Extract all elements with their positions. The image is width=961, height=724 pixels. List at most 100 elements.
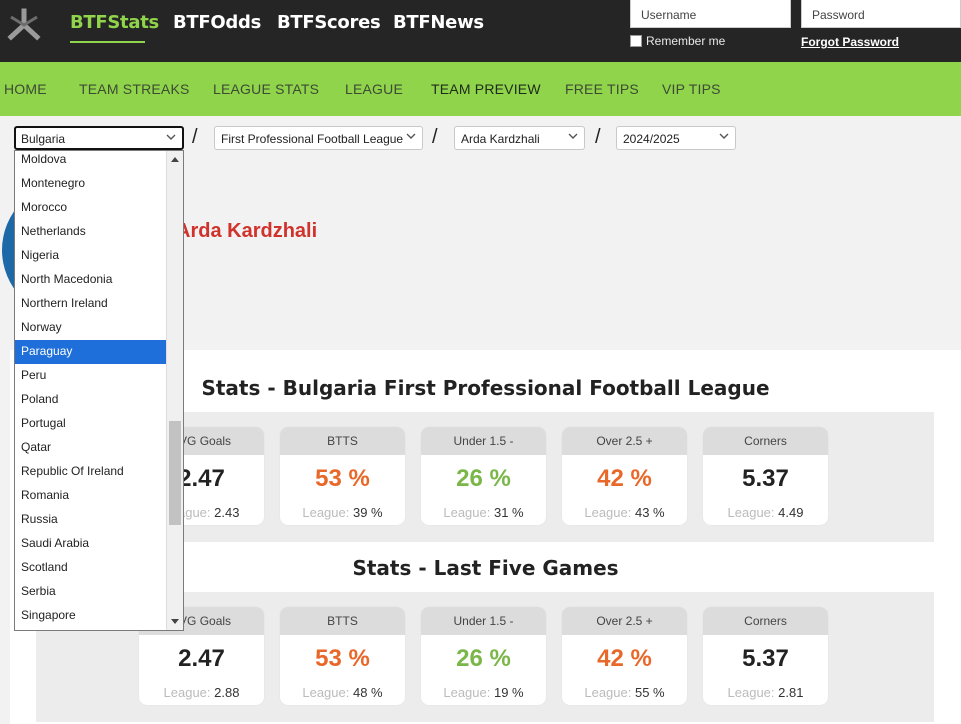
nav-league-stats[interactable]: LEAGUE STATS <box>213 81 320 97</box>
stat-card-corners: Corners 5.37 League: 2.81 <box>703 607 828 705</box>
league-select-value: First Professional Football League <box>221 132 404 146</box>
active-brand-underline <box>70 41 145 43</box>
brand-btfodds[interactable]: BTFOdds <box>173 12 261 33</box>
scroll-down-icon[interactable] <box>171 619 179 624</box>
forgot-password-link[interactable]: Forgot Password <box>801 35 900 49</box>
stat-card-btts: BTTS 53 % League: 39 % <box>280 427 405 525</box>
stat-card-value: 53 % <box>315 645 370 672</box>
stat-card-league: League: 48 % <box>280 685 405 700</box>
stat-card-league: League: 2.88 <box>139 685 264 700</box>
country-select-value: Bulgaria <box>21 132 66 146</box>
separator-slash: / <box>432 126 438 148</box>
username-input[interactable]: Username <box>630 0 791 28</box>
team-select-value: Arda Kardzhali <box>461 132 540 146</box>
stat-card-value: 42 % <box>597 645 652 672</box>
dropdown-option[interactable]: Singapore <box>21 608 76 622</box>
stat-card-value: 2.47 <box>178 465 225 492</box>
remember-checkbox[interactable] <box>630 35 642 47</box>
chevron-down-icon <box>568 133 578 139</box>
stat-card-value: 26 % <box>456 465 511 492</box>
dropdown-option[interactable]: Peru <box>21 368 47 382</box>
stat-card-value: 53 % <box>315 465 370 492</box>
remember-me[interactable]: Remember me <box>630 34 725 48</box>
nav-team-preview[interactable]: TEAM PREVIEW <box>431 81 541 97</box>
dropdown-option[interactable]: Montenegro <box>21 176 86 190</box>
dropdown-option[interactable]: Qatar <box>21 440 52 454</box>
chevron-down-icon <box>166 134 176 140</box>
team-select[interactable]: Arda Kardzhali <box>454 126 585 150</box>
stat-card-value: 42 % <box>597 465 652 492</box>
stat-card-over-2-5: Over 2.5 + 42 % League: 43 % <box>562 427 687 525</box>
stats-band-last-five: AVG Goals 2.47 League: 2.88 BTTS 53 % Le… <box>36 592 934 722</box>
stat-card-under-1-5: Under 1.5 - 26 % League: 31 % <box>421 427 546 525</box>
dropdown-option[interactable]: Romania <box>21 488 70 502</box>
nav-home[interactable]: HOME <box>4 81 47 97</box>
nav-free-tips[interactable]: FREE TIPS <box>565 81 639 97</box>
dropdown-option[interactable]: Northern Ireland <box>21 296 108 310</box>
dropdown-option[interactable]: Russia <box>21 512 58 526</box>
league-value: 19 % <box>493 685 524 700</box>
stat-card-league: League: 55 % <box>562 685 687 700</box>
stat-card-league: League: 39 % <box>280 505 405 520</box>
dropdown-option[interactable]: Moldova <box>21 152 67 166</box>
nav-vip-tips[interactable]: VIP TIPS <box>662 81 721 97</box>
league-label: League: <box>727 505 775 520</box>
brand-btfnews[interactable]: BTFNews <box>393 12 484 33</box>
dropdown-option-selected[interactable]: Paraguay <box>15 340 167 364</box>
dropdown-option[interactable]: Saudi Arabia <box>21 536 90 550</box>
stat-card-under-1-5: Under 1.5 - 26 % League: 19 % <box>421 607 546 705</box>
section-title-last-five: Stats - Last Five Games <box>352 556 619 580</box>
stat-card-value: 2.47 <box>178 645 225 672</box>
dropdown-option[interactable]: Morocco <box>21 200 68 214</box>
password-input[interactable]: Password <box>801 0 961 28</box>
stat-card-value: 5.37 <box>742 465 789 492</box>
league-value: 43 % <box>634 505 665 520</box>
stat-card-value: 5.37 <box>742 645 789 672</box>
country-select[interactable]: Bulgaria <box>14 126 184 150</box>
nav-league[interactable]: LEAGUE <box>345 81 403 97</box>
dropdown-option[interactable]: Nigeria <box>21 248 60 262</box>
nav-team-streaks[interactable]: TEAM STREAKS <box>79 81 190 97</box>
stat-card-head: Under 1.5 - <box>421 427 546 455</box>
chevron-down-icon <box>406 133 416 139</box>
stat-card-league: League: 43 % <box>562 505 687 520</box>
dropdown-scrollbar[interactable] <box>166 151 183 630</box>
stat-card-head: BTTS <box>280 427 405 455</box>
scrollbar-thumb[interactable] <box>169 421 181 525</box>
dropdown-option[interactable]: Portugal <box>21 416 66 430</box>
season-select[interactable]: 2024/2025 <box>616 126 736 150</box>
dropdown-option[interactable]: Scotland <box>21 560 68 574</box>
stat-card-head: Over 2.5 + <box>562 607 687 635</box>
stat-card-corners: Corners 5.37 League: 4.49 <box>703 427 828 525</box>
league-value: 4.49 <box>778 505 804 520</box>
dropdown-option[interactable]: Republic Of Ireland <box>21 464 124 478</box>
stat-card-head: Under 1.5 - <box>421 607 546 635</box>
scroll-up-icon[interactable] <box>171 157 179 162</box>
brand-btfscores[interactable]: BTFScores <box>277 12 381 33</box>
stat-card-league: League: 31 % <box>421 505 546 520</box>
separator-slash: / <box>595 126 601 148</box>
league-label: League: <box>302 685 350 700</box>
chevron-down-icon <box>719 133 729 139</box>
dropdown-option[interactable]: Poland <box>21 392 59 406</box>
remember-label: Remember me <box>646 34 726 48</box>
league-value: 2.43 <box>214 505 240 520</box>
stat-card-head: Over 2.5 + <box>562 427 687 455</box>
country-dropdown-list[interactable]: Moldova Montenegro Morocco Netherlands N… <box>14 150 184 631</box>
dropdown-option[interactable]: Norway <box>21 320 62 334</box>
btf-logo-icon[interactable] <box>6 7 42 43</box>
stat-card-head: Corners <box>703 427 828 455</box>
dropdown-option[interactable]: Serbia <box>21 584 56 598</box>
section-title-league: Stats - Bulgaria First Professional Foot… <box>201 376 770 400</box>
league-value: 2.88 <box>214 685 240 700</box>
league-value: 55 % <box>634 685 665 700</box>
brand-btfstats[interactable]: BTFStats <box>70 12 159 33</box>
dropdown-option[interactable]: North Macedonia <box>21 272 113 286</box>
stat-card-btts: BTTS 53 % League: 48 % <box>280 607 405 705</box>
league-select[interactable]: First Professional Football League <box>214 126 423 150</box>
dropdown-option[interactable]: Netherlands <box>21 224 86 238</box>
season-select-value: 2024/2025 <box>623 132 680 146</box>
league-value: 48 % <box>352 685 383 700</box>
stat-card-over-2-5: Over 2.5 + 42 % League: 55 % <box>562 607 687 705</box>
separator-slash: / <box>192 126 198 148</box>
